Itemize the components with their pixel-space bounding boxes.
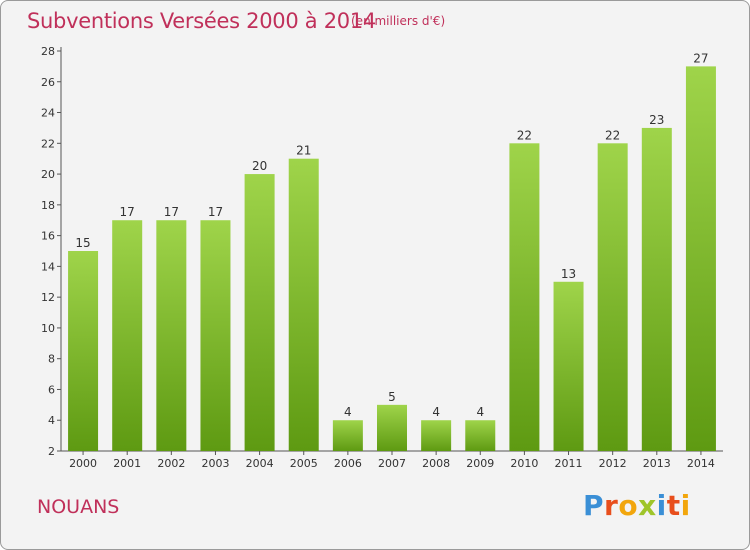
x-tick-label: 2009 — [466, 457, 494, 470]
bar-value-label: 23 — [649, 113, 664, 127]
bar-value-label: 4 — [432, 405, 440, 419]
y-tick-label: 12 — [41, 291, 55, 304]
y-tick-label: 20 — [41, 168, 55, 181]
x-tick-label: 2008 — [422, 457, 450, 470]
bar-value-label: 22 — [517, 128, 532, 142]
bar-value-label: 17 — [164, 205, 179, 219]
y-tick-label: 24 — [41, 107, 55, 120]
logo-letter: P — [583, 489, 605, 522]
bar — [112, 220, 143, 451]
y-tick-label: 8 — [48, 353, 55, 366]
y-tick-label: 10 — [41, 322, 55, 335]
logo-letter: x — [638, 489, 657, 522]
bar — [421, 420, 452, 451]
x-tick-label: 2012 — [599, 457, 627, 470]
place-name: NOUANS — [37, 496, 120, 518]
bar-value-label: 4 — [476, 405, 484, 419]
chart-title: Subventions Versées 2000 à 2014 — [27, 9, 376, 33]
bar — [553, 281, 584, 451]
bar-value-label: 5 — [388, 390, 396, 404]
bar — [685, 66, 716, 451]
y-tick-label: 26 — [41, 76, 55, 89]
bar-value-label: 20 — [252, 159, 267, 173]
x-tick-label: 2002 — [157, 457, 185, 470]
bar — [332, 420, 363, 451]
bar-value-label: 27 — [693, 51, 708, 65]
x-tick-label: 2006 — [334, 457, 362, 470]
chart-unit-subtitle: (en milliers d'€) — [351, 14, 446, 28]
x-tick-label: 2014 — [687, 457, 715, 470]
bar-value-label: 4 — [344, 405, 352, 419]
bar-value-label: 15 — [75, 236, 90, 250]
x-tick-label: 2004 — [246, 457, 274, 470]
y-tick-label: 28 — [41, 45, 55, 58]
bar — [288, 158, 319, 451]
bar — [597, 143, 628, 452]
y-tick-label: 14 — [41, 260, 55, 273]
bar — [465, 420, 496, 451]
bar-value-label: 22 — [605, 128, 620, 142]
bar — [68, 251, 99, 451]
logo-letter: t — [666, 489, 681, 522]
y-tick-label: 16 — [41, 230, 55, 243]
bar-value-label: 17 — [208, 205, 223, 219]
x-tick-label: 2013 — [643, 457, 671, 470]
x-tick-label: 2011 — [555, 457, 583, 470]
bar — [509, 143, 540, 452]
y-tick-label: 22 — [41, 137, 55, 150]
bar — [641, 127, 672, 451]
y-tick-label: 18 — [41, 199, 55, 212]
bar — [244, 174, 275, 452]
bar — [156, 220, 187, 451]
bar — [200, 220, 231, 451]
x-tick-label: 2010 — [510, 457, 538, 470]
x-tick-label: 2001 — [113, 457, 141, 470]
x-tick-label: 2007 — [378, 457, 406, 470]
logo-letter: o — [618, 489, 639, 522]
bar-value-label: 21 — [296, 144, 311, 158]
y-tick-label: 4 — [48, 414, 55, 427]
bar-value-label: 17 — [120, 205, 135, 219]
logo-letter: i — [656, 489, 667, 522]
y-tick-label: 6 — [48, 383, 55, 396]
bar-value-label: 13 — [561, 267, 576, 281]
y-tick-label: 2 — [48, 445, 55, 458]
x-tick-label: 2005 — [290, 457, 318, 470]
x-tick-label: 2000 — [69, 457, 97, 470]
proxiti-logo: Proxiti — [583, 489, 691, 522]
logo-letter: i — [680, 489, 691, 522]
logo-letter: r — [604, 489, 619, 522]
x-tick-label: 2003 — [201, 457, 229, 470]
bar — [377, 404, 407, 451]
